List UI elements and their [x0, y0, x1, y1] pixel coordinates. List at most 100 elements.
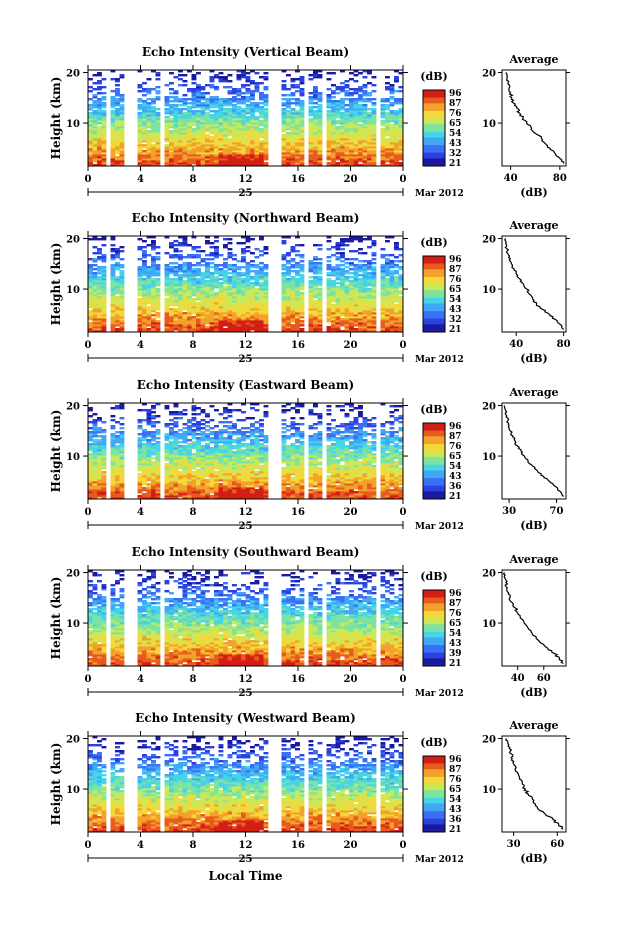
colorbar-tick-label: 96 — [449, 755, 462, 765]
colorbar-segment — [423, 647, 445, 650]
colorbar-segment — [423, 599, 445, 602]
colorbar-unit: (dB) — [420, 236, 447, 249]
colorbar-segment — [423, 794, 445, 797]
colorbar-segment — [423, 99, 445, 102]
average-profile-line — [504, 238, 565, 330]
avg-x-tick-label: 60 — [550, 839, 564, 850]
avg-y-tick-label: 10 — [482, 452, 496, 463]
colorbar-tick-label: 54 — [449, 295, 462, 305]
colorbar-segment — [423, 307, 445, 310]
colorbar-segment — [423, 605, 445, 608]
colorbar-segment — [423, 95, 445, 98]
colorbar-segment — [423, 112, 445, 115]
colorbar-tick-label: 43 — [449, 139, 462, 149]
date-day-label: 25 — [239, 188, 253, 199]
colorbar-segment — [423, 603, 445, 606]
x-tick-label: 12 — [239, 174, 253, 185]
colorbar-segment — [423, 256, 445, 259]
colorbar-tick-label: 54 — [449, 629, 462, 639]
colorbar-segment — [423, 616, 445, 619]
colorbar-tick-label: 76 — [449, 442, 462, 452]
colorbar-segment — [423, 828, 445, 831]
avg-x-tick-label: 80 — [553, 173, 567, 184]
colorbar-segment — [423, 461, 445, 464]
colorbar-segment — [423, 451, 445, 454]
colorbar-segment — [423, 434, 445, 437]
y-axis-label: Height (km) — [49, 410, 63, 493]
date-day-label: 25 — [239, 354, 253, 365]
heatmap-cells — [88, 570, 403, 666]
colorbar-segment — [423, 656, 445, 659]
x-tick-label: 0 — [400, 674, 407, 685]
colorbar-tick-label: 65 — [449, 619, 462, 629]
x-tick-label: 16 — [291, 840, 305, 851]
colorbar-segment — [423, 660, 445, 663]
colorbar-segment — [423, 141, 445, 144]
colorbar-segment — [423, 275, 445, 278]
colorbar-segment — [423, 493, 445, 496]
heatmap-title: Echo Intensity (Westward Beam) — [135, 711, 356, 725]
average-title: Average — [508, 53, 558, 66]
colorbar-segment — [423, 110, 445, 114]
colorbar-tick-label: 87 — [449, 99, 462, 109]
colorbar-tick-label: 43 — [449, 305, 462, 315]
y-axis-label: Height (km) — [49, 77, 63, 160]
x-tick-label: 8 — [190, 674, 197, 685]
y-tick-label: 20 — [66, 402, 80, 413]
average-xlabel: (dB) — [520, 352, 547, 365]
average-xlabel: (dB) — [520, 186, 547, 199]
colorbar-segment — [423, 137, 445, 140]
average-profile-line — [503, 405, 565, 497]
colorbar-segment — [423, 424, 445, 428]
colorbar-tick-label: 65 — [449, 285, 462, 295]
colorbar-segment — [423, 288, 445, 291]
average-title: Average — [508, 386, 558, 399]
colorbar-segment — [423, 282, 445, 285]
avg-y-tick-label: 20 — [482, 402, 496, 413]
heatmap-cells — [88, 236, 403, 332]
colorbar-segment — [423, 267, 445, 270]
colorbar-segment — [423, 269, 445, 272]
colorbar-segment — [423, 326, 445, 329]
colorbar-segment — [423, 147, 445, 150]
colorbar-segment — [423, 295, 445, 299]
colorbar-tick-label: 54 — [449, 795, 462, 805]
date-month-label: Mar 2012 — [415, 189, 464, 199]
colorbar-frame — [422, 755, 446, 833]
colorbar-segment — [423, 780, 445, 783]
colorbar-segment — [423, 160, 445, 163]
colorbar-segment — [423, 464, 445, 467]
avg-y-tick-label: 20 — [482, 569, 496, 580]
colorbar-segment — [423, 474, 445, 477]
x-tick-label: 20 — [344, 840, 358, 851]
panel-2: Echo Intensity (Eastward Beam)1020Height… — [49, 378, 570, 532]
y-tick-label: 20 — [66, 735, 80, 746]
colorbar-segment — [423, 107, 445, 110]
x-tick-label: 16 — [291, 340, 305, 351]
colorbar-unit: (dB) — [420, 570, 447, 583]
colorbar-segment — [423, 290, 445, 293]
avg-y-tick-label: 10 — [482, 785, 496, 796]
y-tick-label: 10 — [66, 285, 80, 296]
x-tick-label: 4 — [137, 174, 144, 185]
colorbar-frame — [422, 422, 446, 500]
colorbar-segment — [423, 301, 445, 304]
colorbar-segment — [423, 628, 445, 631]
colorbar-tick-label: 76 — [449, 775, 462, 785]
colorbar-segment — [423, 284, 445, 287]
avg-y-tick-label: 20 — [482, 735, 496, 746]
average-xlabel: (dB) — [520, 686, 547, 699]
colorbar-segment — [423, 470, 445, 473]
colorbar-segment — [423, 457, 445, 460]
colorbar-segment — [423, 320, 445, 323]
date-day-label: 25 — [239, 521, 253, 532]
colorbar-segment — [423, 495, 445, 498]
colorbar-segment — [423, 803, 445, 806]
panel-0: Echo Intensity (Vertical Beam)1020Height… — [49, 45, 570, 199]
colorbar-tick-label: 21 — [449, 325, 462, 335]
y-tick-label: 10 — [66, 119, 80, 130]
colorbar-segment — [423, 440, 445, 443]
colorbar-segment — [423, 265, 445, 268]
colorbar-tick-label: 87 — [449, 765, 462, 775]
colorbar-frame — [422, 255, 446, 333]
